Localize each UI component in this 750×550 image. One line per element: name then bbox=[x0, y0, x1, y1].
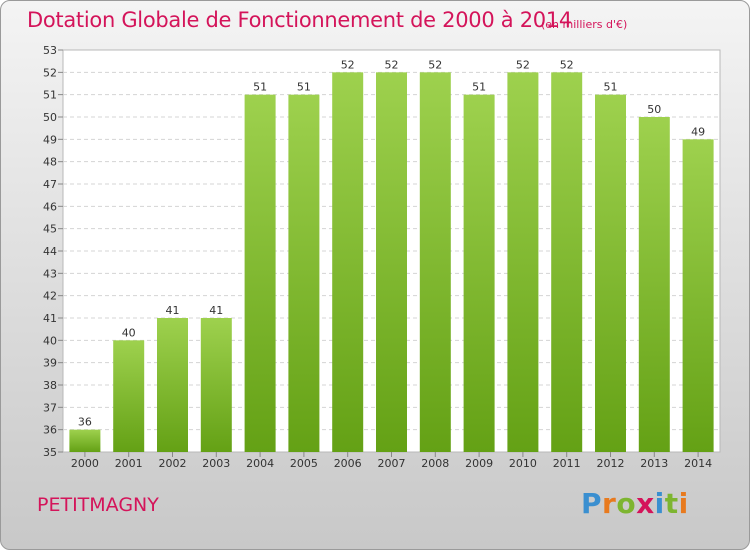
logo-letter: x bbox=[636, 487, 655, 520]
commune-name: PETITMAGNY bbox=[37, 494, 159, 516]
bar bbox=[638, 117, 670, 452]
bar bbox=[157, 318, 188, 452]
data-label: 40 bbox=[122, 326, 136, 339]
x-tick-label: 2002 bbox=[159, 457, 187, 470]
bar bbox=[595, 94, 626, 453]
y-tick-label: 35 bbox=[43, 446, 57, 459]
logo-letter: i bbox=[678, 487, 689, 520]
data-label: 52 bbox=[428, 58, 442, 71]
bar bbox=[463, 94, 495, 453]
y-tick-label: 42 bbox=[43, 290, 57, 303]
y-tick-label: 47 bbox=[43, 178, 57, 191]
x-tick-label: 2000 bbox=[71, 457, 99, 470]
y-tick-label: 46 bbox=[43, 200, 57, 213]
bar bbox=[419, 72, 451, 452]
bar bbox=[376, 72, 407, 452]
logo-letter: P bbox=[581, 487, 603, 520]
x-tick-label: 2007 bbox=[378, 457, 406, 470]
y-tick-label: 36 bbox=[43, 424, 57, 437]
bar bbox=[507, 72, 539, 452]
chart-title: Dotation Globale de Fonctionnement de 20… bbox=[27, 8, 572, 32]
bar bbox=[200, 318, 232, 452]
logo-letter: o bbox=[616, 487, 637, 520]
data-label: 51 bbox=[253, 81, 267, 94]
y-tick-label: 37 bbox=[43, 401, 57, 414]
y-tick-label: 50 bbox=[43, 111, 57, 124]
x-tick-label: 2004 bbox=[246, 457, 274, 470]
bar bbox=[682, 139, 714, 453]
x-tick-label: 2005 bbox=[290, 457, 318, 470]
data-label: 36 bbox=[78, 416, 92, 429]
bar bbox=[551, 72, 583, 452]
y-tick-label: 51 bbox=[43, 89, 57, 102]
bar bbox=[244, 94, 276, 453]
logo-letter: t bbox=[664, 487, 679, 520]
proxiti-logo: Proxiti bbox=[581, 487, 689, 520]
x-tick-label: 2011 bbox=[553, 457, 581, 470]
data-label: 50 bbox=[647, 103, 661, 116]
x-tick-label: 2009 bbox=[465, 457, 493, 470]
bar bbox=[332, 72, 364, 452]
y-tick-label: 52 bbox=[43, 66, 57, 79]
data-label: 52 bbox=[516, 58, 530, 71]
data-label: 41 bbox=[209, 304, 223, 317]
y-tick-label: 41 bbox=[43, 312, 57, 325]
y-tick-label: 44 bbox=[43, 245, 57, 258]
y-tick-label: 39 bbox=[43, 357, 57, 370]
y-tick-label: 48 bbox=[43, 156, 57, 169]
y-tick-label: 45 bbox=[43, 223, 57, 236]
y-tick-label: 53 bbox=[43, 44, 57, 57]
y-tick-label: 43 bbox=[43, 267, 57, 280]
logo-letter: i bbox=[654, 487, 665, 520]
data-label: 41 bbox=[166, 304, 180, 317]
x-tick-label: 2006 bbox=[334, 457, 362, 470]
x-tick-label: 2013 bbox=[640, 457, 668, 470]
data-label: 49 bbox=[691, 125, 705, 138]
x-tick-label: 2001 bbox=[115, 457, 143, 470]
bar bbox=[288, 94, 320, 453]
data-label: 51 bbox=[604, 81, 618, 94]
chart-unit: (en milliers d'€) bbox=[541, 18, 628, 31]
y-tick-label: 40 bbox=[43, 334, 57, 347]
data-label: 51 bbox=[472, 81, 486, 94]
x-tick-label: 2014 bbox=[684, 457, 712, 470]
y-tick-label: 38 bbox=[43, 379, 57, 392]
bar bbox=[69, 429, 101, 452]
data-label: 52 bbox=[385, 58, 399, 71]
data-label: 52 bbox=[341, 58, 355, 71]
x-tick-label: 2012 bbox=[597, 457, 625, 470]
bar bbox=[113, 340, 145, 452]
y-tick-label: 49 bbox=[43, 133, 57, 146]
data-label: 51 bbox=[297, 81, 311, 94]
data-label: 52 bbox=[560, 58, 574, 71]
x-tick-label: 2010 bbox=[509, 457, 537, 470]
x-tick-label: 2008 bbox=[421, 457, 449, 470]
x-tick-label: 2003 bbox=[202, 457, 230, 470]
logo-letter: r bbox=[602, 487, 617, 520]
